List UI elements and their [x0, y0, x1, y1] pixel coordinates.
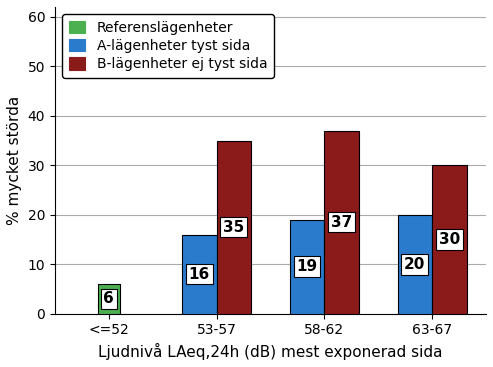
Legend: Referenslägenheter, A-lägenheter tyst sida, B-lägenheter ej tyst sida: Referenslägenheter, A-lägenheter tyst si…: [62, 14, 274, 78]
Bar: [432, 165, 467, 314]
Text: 16: 16: [189, 267, 210, 282]
Text: 19: 19: [297, 259, 317, 274]
Y-axis label: % mycket störda: % mycket störda: [7, 96, 22, 225]
Text: 30: 30: [439, 232, 460, 247]
Bar: [98, 284, 119, 314]
Text: 35: 35: [223, 220, 245, 235]
Text: 6: 6: [104, 291, 114, 306]
Text: 37: 37: [331, 215, 352, 230]
X-axis label: Ljudnivå LAeq,24h (dB) mest exponerad sida: Ljudnivå LAeq,24h (dB) mest exponerad si…: [98, 343, 443, 360]
Bar: [216, 141, 251, 314]
Bar: [182, 235, 216, 314]
Bar: [290, 220, 324, 314]
Bar: [324, 131, 359, 314]
Text: 20: 20: [404, 257, 425, 272]
Bar: [398, 215, 432, 314]
